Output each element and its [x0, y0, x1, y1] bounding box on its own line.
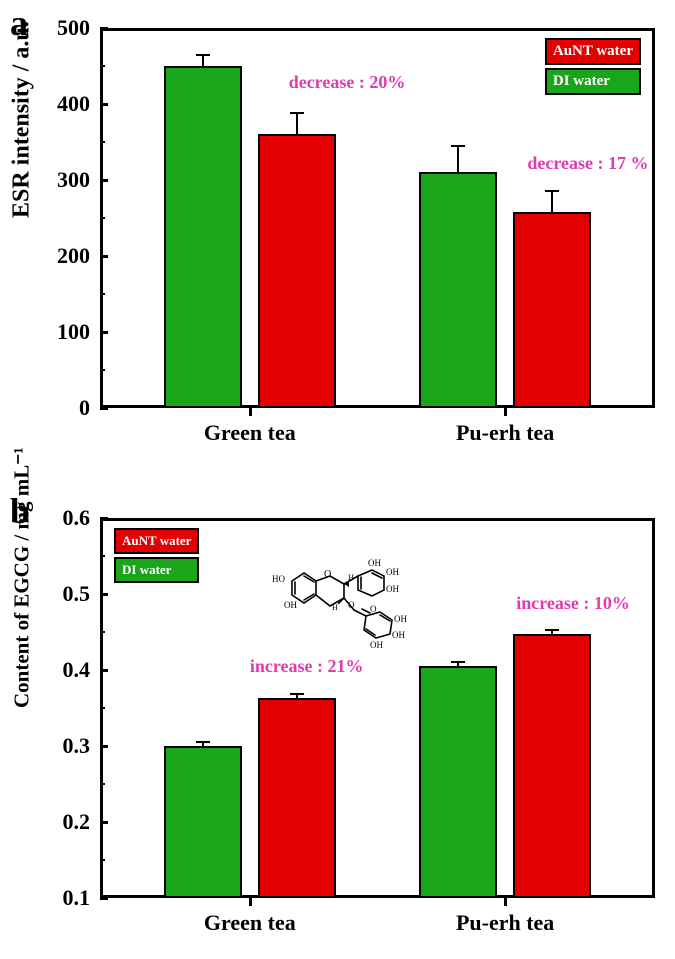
y-minor-tick — [100, 141, 105, 143]
egcg-molecule: O OH OH OH HO OH O O OH OH OH H H — [262, 526, 462, 656]
x-tick-label: Green tea — [170, 910, 330, 936]
svg-text:OH: OH — [370, 640, 383, 650]
bar — [419, 172, 497, 408]
bar — [164, 66, 242, 408]
y-tick-label: 0.4 — [63, 657, 91, 683]
y-tick-label: 100 — [57, 319, 90, 345]
y-tick-label: 0.5 — [63, 581, 91, 607]
bar — [513, 634, 591, 898]
svg-text:OH: OH — [392, 630, 405, 640]
y-minor-tick — [100, 783, 105, 785]
error-bar — [202, 55, 204, 66]
bar — [164, 746, 242, 898]
y-tick — [100, 179, 108, 182]
y-minor-tick — [100, 555, 105, 557]
bar — [419, 666, 497, 898]
legend-label: DI water — [553, 73, 610, 90]
figure: a b ESR intensity / a.u.0100200300400500… — [0, 0, 675, 959]
y-minor-tick — [100, 217, 105, 219]
x-tick-label: Pu-erh tea — [425, 910, 585, 936]
error-bar — [551, 191, 553, 212]
error-cap — [196, 54, 210, 56]
legend-label: AuNT water — [553, 43, 633, 60]
y-tick — [100, 745, 108, 748]
svg-text:H: H — [332, 603, 338, 612]
error-cap — [196, 741, 210, 743]
y-tick-label: 0.6 — [63, 505, 91, 531]
svg-text:H: H — [348, 573, 354, 582]
error-cap — [290, 112, 304, 114]
y-tick — [100, 331, 108, 334]
y-tick-label: 400 — [57, 91, 90, 117]
legend-item: AuNT water — [114, 528, 199, 554]
y-tick — [100, 517, 108, 520]
y-minor-tick — [100, 293, 105, 295]
svg-text:HO: HO — [272, 574, 285, 584]
y-tick-label: 0.2 — [63, 809, 91, 835]
error-bar — [296, 113, 298, 134]
annotation: decrease : 17 % — [527, 153, 648, 174]
x-tick — [249, 408, 252, 416]
egcg-svg: O OH OH OH HO OH O O OH OH OH H H — [262, 526, 462, 656]
legend-label: AuNT water — [122, 533, 191, 549]
legend-item: DI water — [545, 68, 641, 95]
bar — [258, 698, 336, 898]
svg-text:O: O — [324, 569, 331, 580]
y-minor-tick — [100, 707, 105, 709]
y-tick — [100, 407, 108, 410]
panel_a-legend: AuNT water DI water — [545, 38, 641, 98]
svg-text:OH: OH — [386, 584, 399, 594]
error-cap — [451, 145, 465, 147]
x-tick-label: Green tea — [170, 420, 330, 446]
svg-text:OH: OH — [394, 614, 407, 624]
panel_b-legend: AuNT water DI water — [114, 528, 199, 586]
legend-label: DI water — [122, 562, 171, 578]
error-bar — [457, 146, 459, 173]
error-cap — [451, 661, 465, 663]
y-tick-label: 300 — [57, 167, 90, 193]
y-tick-label: 0 — [79, 395, 90, 421]
y-tick — [100, 593, 108, 596]
y-tick-label: 500 — [57, 15, 90, 41]
y-tick-label: 200 — [57, 243, 90, 269]
annotation: decrease : 20% — [289, 72, 406, 93]
y-minor-tick — [100, 859, 105, 861]
y-tick — [100, 27, 108, 30]
y-tick — [100, 897, 108, 900]
error-cap — [545, 190, 559, 192]
bar — [513, 212, 591, 408]
y-minor-tick — [100, 369, 105, 371]
svg-text:OH: OH — [284, 600, 297, 610]
y-tick — [100, 103, 108, 106]
y-tick — [100, 821, 108, 824]
annotation: increase : 21% — [250, 656, 364, 677]
y-tick-label: 0.3 — [63, 733, 91, 759]
x-tick — [249, 898, 252, 906]
x-tick-label: Pu-erh tea — [425, 420, 585, 446]
error-cap — [545, 629, 559, 631]
error-cap — [290, 693, 304, 695]
svg-text:O: O — [348, 600, 355, 610]
x-tick — [504, 408, 507, 416]
y-tick-label: 0.1 — [63, 885, 91, 911]
bar — [258, 134, 336, 408]
svg-text:OH: OH — [368, 558, 381, 568]
x-tick — [504, 898, 507, 906]
svg-text:OH: OH — [386, 567, 399, 577]
legend-item: DI water — [114, 557, 199, 583]
legend-item: AuNT water — [545, 38, 641, 65]
y-minor-tick — [100, 631, 105, 633]
y-tick — [100, 255, 108, 258]
y-tick — [100, 669, 108, 672]
y-minor-tick — [100, 65, 105, 67]
annotation: increase : 10% — [516, 593, 630, 614]
